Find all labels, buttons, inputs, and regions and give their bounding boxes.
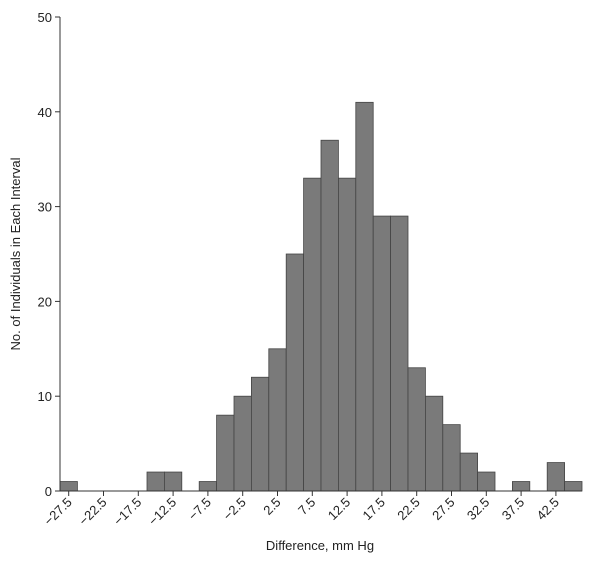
x-tick-label: 32.5: [464, 495, 493, 524]
x-tick-label: 27.5: [429, 495, 458, 524]
bar: [407, 367, 426, 492]
y-tick-label: 40: [38, 105, 52, 120]
y-tick-label: 30: [38, 200, 52, 215]
x-tick-label: −27.5: [41, 495, 75, 529]
bar: [285, 253, 305, 492]
x-tick-label: 12.5: [325, 495, 354, 524]
bar: [233, 395, 252, 492]
y-tick-label: 20: [38, 294, 52, 309]
x-tick-label: −12.5: [145, 495, 179, 529]
bar: [216, 414, 235, 492]
x-tick-label: 37.5: [499, 495, 528, 524]
bar: [355, 101, 374, 492]
bar: [337, 177, 357, 492]
bar: [512, 481, 531, 492]
bar: [59, 481, 78, 492]
y-tick-label: 50: [38, 10, 52, 25]
x-tick-label: −2.5: [220, 495, 249, 524]
bar: [268, 348, 287, 492]
x-tick-label: 7.5: [295, 495, 318, 518]
y-tick-label: 10: [38, 389, 52, 404]
bar: [459, 452, 479, 492]
y-axis-label: No. of Individuals in Each Interval: [8, 157, 23, 350]
x-tick-label: 42.5: [534, 495, 563, 524]
bar: [564, 481, 583, 492]
x-tick-label: 17.5: [360, 495, 389, 524]
bar: [146, 471, 165, 492]
bar: [198, 481, 217, 492]
bar: [303, 177, 322, 492]
x-tick-label: 22.5: [394, 495, 423, 524]
bar: [320, 139, 339, 492]
bar: [546, 462, 566, 492]
x-axis-label: Difference, mm Hg: [266, 538, 374, 553]
bar: [442, 424, 461, 492]
bar: [477, 471, 496, 492]
y-tick-label: 0: [45, 484, 52, 499]
bar: [163, 471, 183, 492]
x-tick-label: −22.5: [76, 495, 110, 529]
x-tick-label: −7.5: [185, 495, 214, 524]
x-tick-label: 2.5: [260, 495, 283, 518]
bar: [250, 376, 270, 492]
bar: [424, 395, 444, 492]
bar: [390, 215, 409, 492]
bar: [372, 215, 392, 492]
x-tick-label: −17.5: [111, 495, 145, 529]
